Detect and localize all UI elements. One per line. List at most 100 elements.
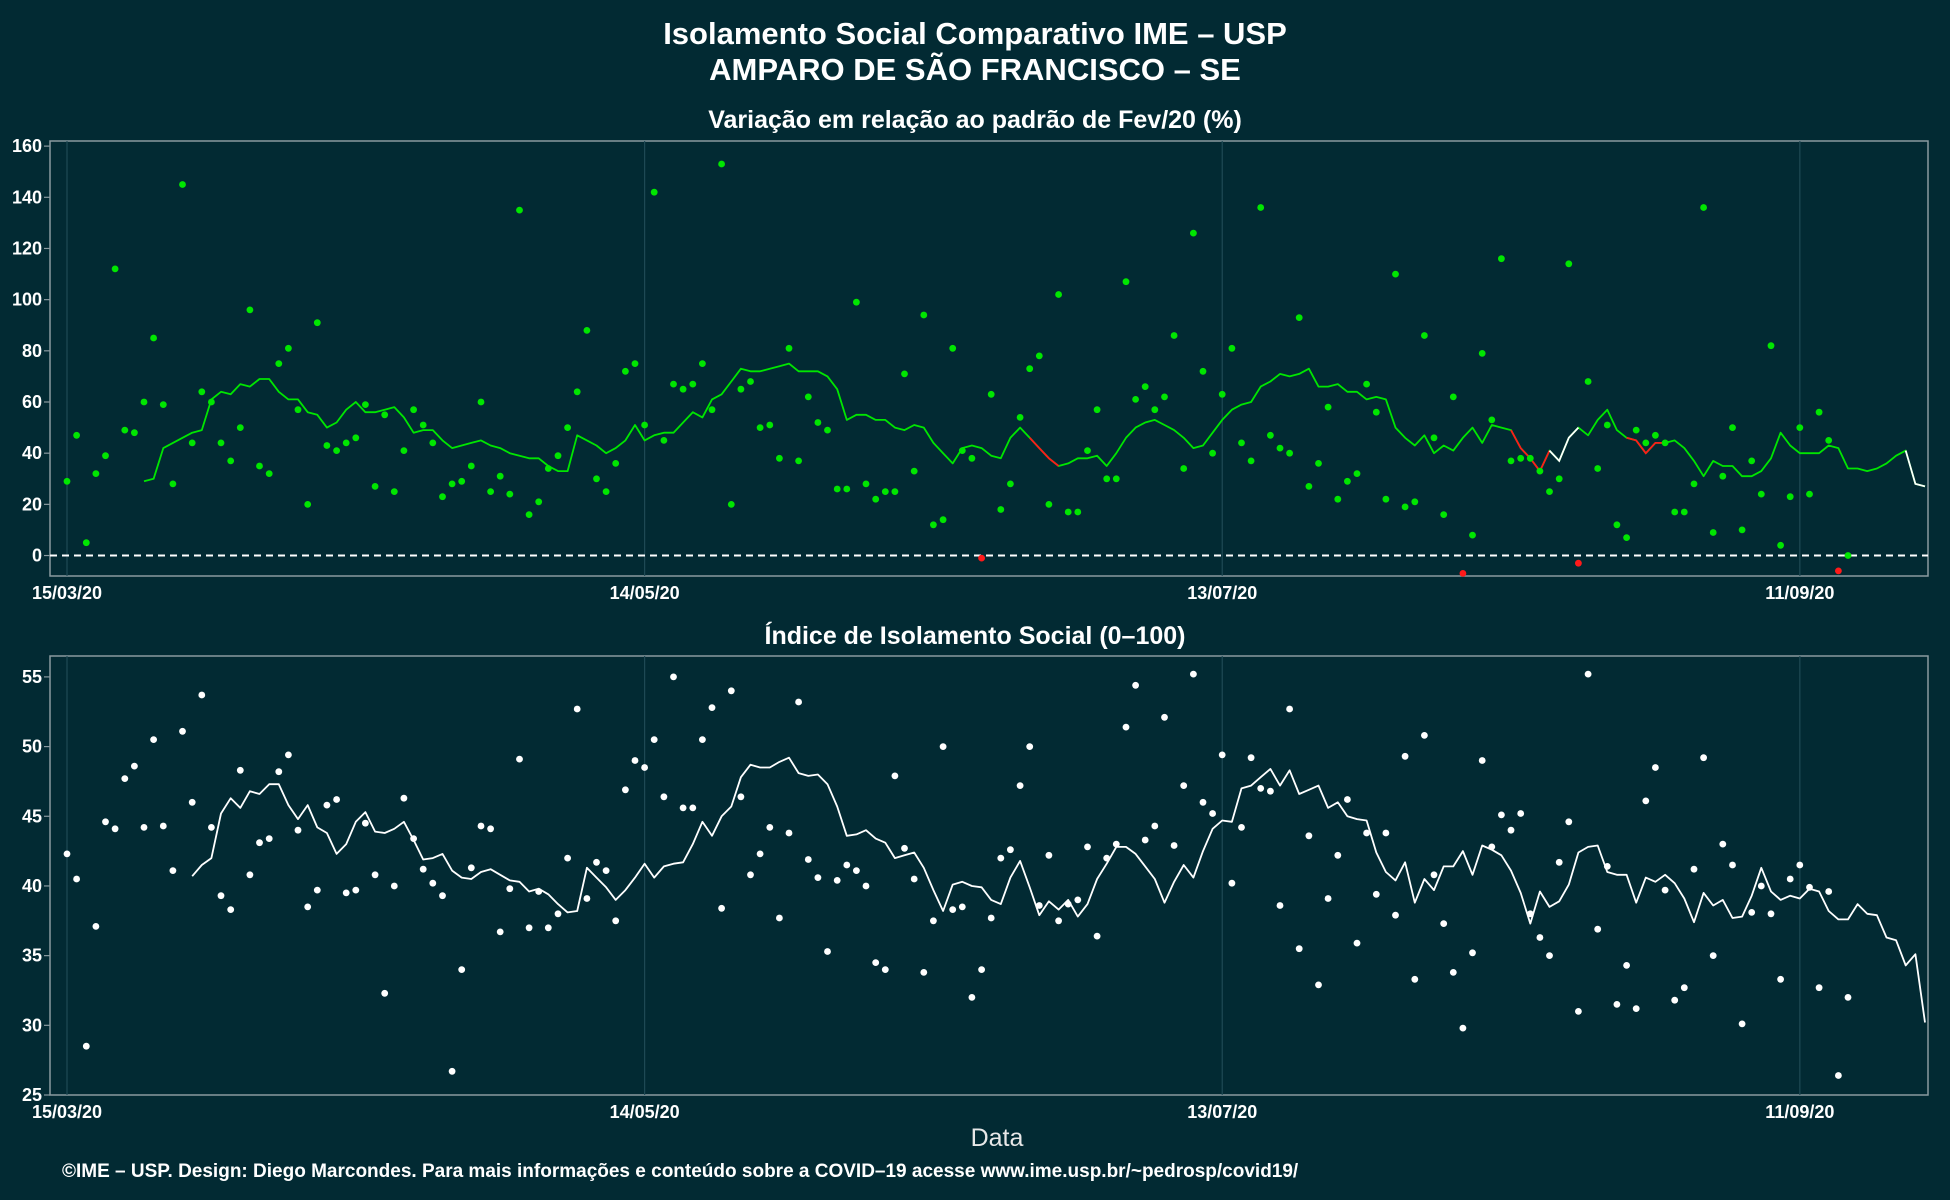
panel1-data-point bbox=[1141, 383, 1149, 390]
panel2-data-point bbox=[1700, 754, 1707, 762]
panel1-data-point bbox=[1767, 342, 1775, 350]
panel1-data-point bbox=[535, 498, 543, 506]
panel1-x-tick-label: 13/07/20 bbox=[1187, 583, 1257, 603]
panel2-data-point bbox=[1305, 832, 1313, 840]
panel1-data-point bbox=[1161, 393, 1168, 401]
panel1-data-point bbox=[1257, 204, 1265, 211]
panel1-data-point bbox=[390, 488, 398, 495]
panel2-data-point bbox=[1555, 858, 1563, 866]
panel2-data-point bbox=[1440, 920, 1448, 927]
panel2-data-point bbox=[1084, 843, 1091, 851]
panel2-data-point bbox=[121, 775, 129, 782]
panel1-rolling-average-segment bbox=[1510, 429, 1551, 473]
panel2-data-point bbox=[679, 804, 687, 812]
panel2-data-point bbox=[583, 895, 591, 902]
panel2-data-point bbox=[814, 874, 822, 881]
panel1-data-point bbox=[718, 160, 725, 168]
panel1-data-point bbox=[1757, 490, 1765, 498]
panel1-data-point bbox=[1806, 490, 1813, 498]
panel1-data-point bbox=[939, 516, 947, 524]
panel1-data-point bbox=[1276, 444, 1284, 452]
panel1-data-point bbox=[208, 398, 215, 406]
panel2-data-point bbox=[1594, 925, 1602, 933]
panel1-data-point bbox=[313, 319, 321, 327]
panel1-data-point bbox=[285, 344, 292, 352]
panel1-data-point bbox=[496, 472, 504, 480]
panel1-data-point bbox=[1026, 365, 1034, 373]
panel1-data-point bbox=[256, 462, 263, 470]
panel1-data-point bbox=[978, 554, 985, 562]
panel2-data-point bbox=[477, 822, 485, 830]
panel2-data-point bbox=[1411, 975, 1419, 983]
panel2-data-point bbox=[1026, 743, 1034, 750]
panel1-data-point bbox=[564, 424, 571, 431]
panel1-data-point bbox=[1353, 470, 1361, 477]
panel2-title: Índice de Isolamento Social (0–100) bbox=[765, 621, 1186, 650]
panel1-data-point bbox=[737, 385, 745, 393]
panel2-data-point bbox=[958, 903, 966, 911]
panel2-data-point bbox=[920, 969, 928, 976]
panel2-data-point bbox=[1642, 797, 1650, 805]
chart-title-line2: AMPARO DE SÃO FRANCISCO – SE bbox=[709, 52, 1241, 87]
panel1-data-point bbox=[776, 454, 783, 462]
panel2-data-point bbox=[419, 865, 427, 873]
panel2-data-point bbox=[1430, 871, 1438, 879]
panel2-data-point bbox=[997, 854, 1005, 862]
panel1-data-point bbox=[227, 457, 235, 465]
panel1-data-point bbox=[1180, 465, 1188, 472]
panel1-data-point bbox=[901, 370, 908, 378]
panel1-data-point bbox=[1796, 424, 1804, 431]
panel2-data-point bbox=[198, 691, 206, 699]
panel2-data-point bbox=[1132, 681, 1139, 689]
panel1-data-point bbox=[439, 493, 446, 501]
panel2-data-point bbox=[208, 824, 215, 831]
panel1-data-point bbox=[785, 344, 793, 352]
panel2-data-point bbox=[987, 914, 995, 922]
panel1-data-point bbox=[1825, 437, 1833, 444]
panel2-data-point bbox=[862, 882, 870, 890]
panel2-data-point bbox=[622, 786, 629, 794]
panel2-data-point bbox=[111, 825, 119, 833]
panel1-data-point bbox=[1151, 406, 1159, 414]
panel2-data-point bbox=[458, 966, 466, 973]
panel2-data-point bbox=[1074, 896, 1082, 904]
panel2-data-point bbox=[756, 850, 764, 858]
panel1-data-point bbox=[1305, 483, 1313, 490]
panel2-data-point bbox=[564, 854, 571, 862]
panel2-data-point bbox=[439, 892, 446, 900]
panel1-data-point bbox=[1238, 439, 1245, 447]
panel2-data-point bbox=[82, 1042, 90, 1050]
panel2-data-point bbox=[1007, 846, 1014, 854]
panel1-data-point bbox=[593, 475, 600, 483]
panel2-data-point bbox=[400, 794, 408, 802]
panel1-data-point bbox=[891, 488, 899, 495]
panel2-data-point bbox=[1729, 861, 1736, 869]
panel1-data-point bbox=[1344, 477, 1351, 485]
panel2-data-point bbox=[1161, 713, 1168, 721]
panel2-data-point bbox=[1064, 900, 1072, 908]
panel1-data-point bbox=[679, 385, 687, 393]
panel2-data-point bbox=[1680, 984, 1688, 992]
panel1-data-point bbox=[833, 485, 841, 493]
panel2-data-point bbox=[910, 875, 918, 883]
panel2-rolling-average-line bbox=[191, 756, 1926, 1023]
panel2-data-point bbox=[1035, 902, 1043, 909]
panel1-data-point bbox=[1623, 534, 1630, 541]
panel1-data-point bbox=[448, 480, 456, 488]
panel1-data-point bbox=[1632, 426, 1640, 434]
panel2-data-point bbox=[1257, 785, 1265, 792]
panel2-data-point bbox=[747, 871, 754, 879]
panel1-data-point bbox=[1295, 314, 1303, 321]
panel2-x-tick-label: 13/07/20 bbox=[1187, 1102, 1257, 1122]
panel2-data-point bbox=[1469, 949, 1476, 957]
panel1-data-point bbox=[1112, 475, 1120, 483]
panel2-data-point bbox=[1536, 934, 1544, 941]
panel2-data-point bbox=[1603, 863, 1611, 870]
panel2-data-point bbox=[1478, 757, 1486, 764]
panel2-data-point bbox=[1546, 952, 1553, 959]
panel1-data-point bbox=[467, 462, 475, 470]
panel2-x-tick-label: 11/09/20 bbox=[1765, 1102, 1834, 1122]
panel2-data-point bbox=[612, 917, 620, 925]
panel1-data-point bbox=[63, 477, 71, 485]
panel2-y-tick-label: 50 bbox=[22, 737, 42, 757]
